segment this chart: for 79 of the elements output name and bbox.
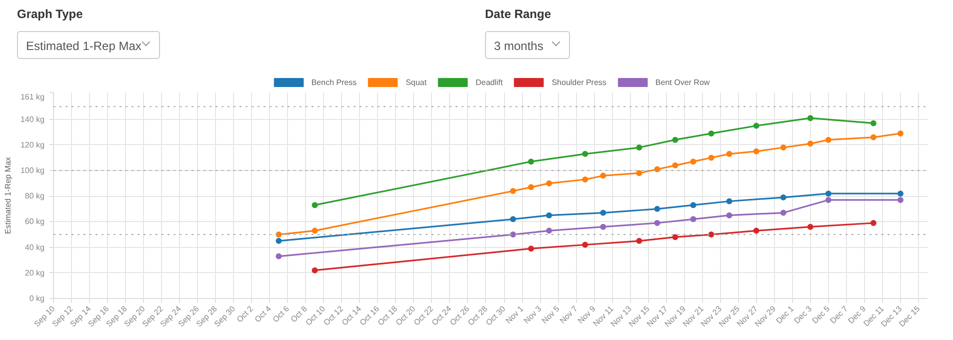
point (825, 136, 832, 143)
point (600, 172, 606, 179)
y-tick-label: 20 kg (24, 268, 45, 278)
x-tick-label: Oct 6 (271, 304, 292, 324)
point (708, 232, 714, 238)
point (897, 130, 904, 136)
y-tick-label: 161 kg (20, 92, 45, 102)
y-tick-label: 40 kg (24, 242, 45, 252)
legend-label: Bench Press (311, 78, 357, 86)
y-tick-label: 0 kg (29, 294, 45, 303)
text: Estimated 1-Rep Max (3, 157, 12, 234)
point (654, 206, 660, 212)
point (582, 150, 588, 157)
point (312, 202, 318, 208)
point (276, 238, 282, 244)
point (870, 220, 876, 226)
point (870, 120, 876, 126)
point (636, 238, 642, 244)
point (690, 158, 696, 165)
x-tick-label: Oct 4 (253, 304, 274, 324)
point (726, 198, 732, 204)
point (726, 150, 732, 157)
point (546, 228, 552, 234)
point (708, 154, 714, 161)
point (636, 170, 642, 176)
point (636, 144, 642, 151)
legend-label: Shoulder Press (552, 78, 606, 86)
point (312, 267, 318, 274)
y-tick-label: 140 kg (20, 114, 45, 124)
point (672, 162, 678, 168)
text: Date Range (485, 6, 552, 23)
point (753, 228, 760, 234)
point (528, 184, 534, 190)
point (600, 210, 606, 216)
point (807, 115, 814, 122)
point (672, 136, 678, 143)
point (780, 210, 786, 216)
point (654, 166, 660, 172)
text: Graph Type (17, 6, 84, 23)
point (582, 242, 588, 248)
y-tick-label: 120 kg (20, 140, 45, 150)
y-axis-title: Estimated 1-Rep Max (17, 31, 160, 60)
y-tick-label: 60 kg (24, 217, 45, 226)
point (510, 232, 516, 238)
point (825, 190, 832, 197)
point (672, 234, 678, 240)
point (807, 140, 814, 147)
legend-label: Squat (406, 78, 427, 86)
point (825, 196, 832, 203)
point (780, 144, 786, 151)
point (654, 220, 660, 226)
point (753, 122, 760, 129)
legend-label: Deadlift (476, 78, 503, 86)
point (897, 190, 904, 197)
point (708, 130, 714, 136)
point (546, 180, 552, 186)
point (600, 224, 606, 230)
point (528, 246, 534, 252)
point (807, 224, 814, 230)
point (510, 188, 516, 194)
point (582, 176, 588, 182)
point (726, 212, 732, 218)
point (870, 134, 876, 140)
legend-label: Bent Over Row (655, 78, 710, 86)
point (276, 232, 282, 238)
x-tick-label: Oct 2 (235, 304, 256, 324)
point (690, 216, 696, 222)
point (897, 196, 904, 203)
y-tick-label: 80 kg (24, 192, 45, 201)
point (528, 158, 534, 165)
point (510, 216, 516, 222)
point (276, 253, 282, 260)
point (753, 148, 760, 154)
y-tick-label: 100 kg (20, 166, 45, 176)
point (690, 202, 696, 208)
text: 3 months (485, 31, 570, 60)
point (546, 212, 552, 218)
point (780, 194, 786, 200)
point (312, 228, 318, 234)
